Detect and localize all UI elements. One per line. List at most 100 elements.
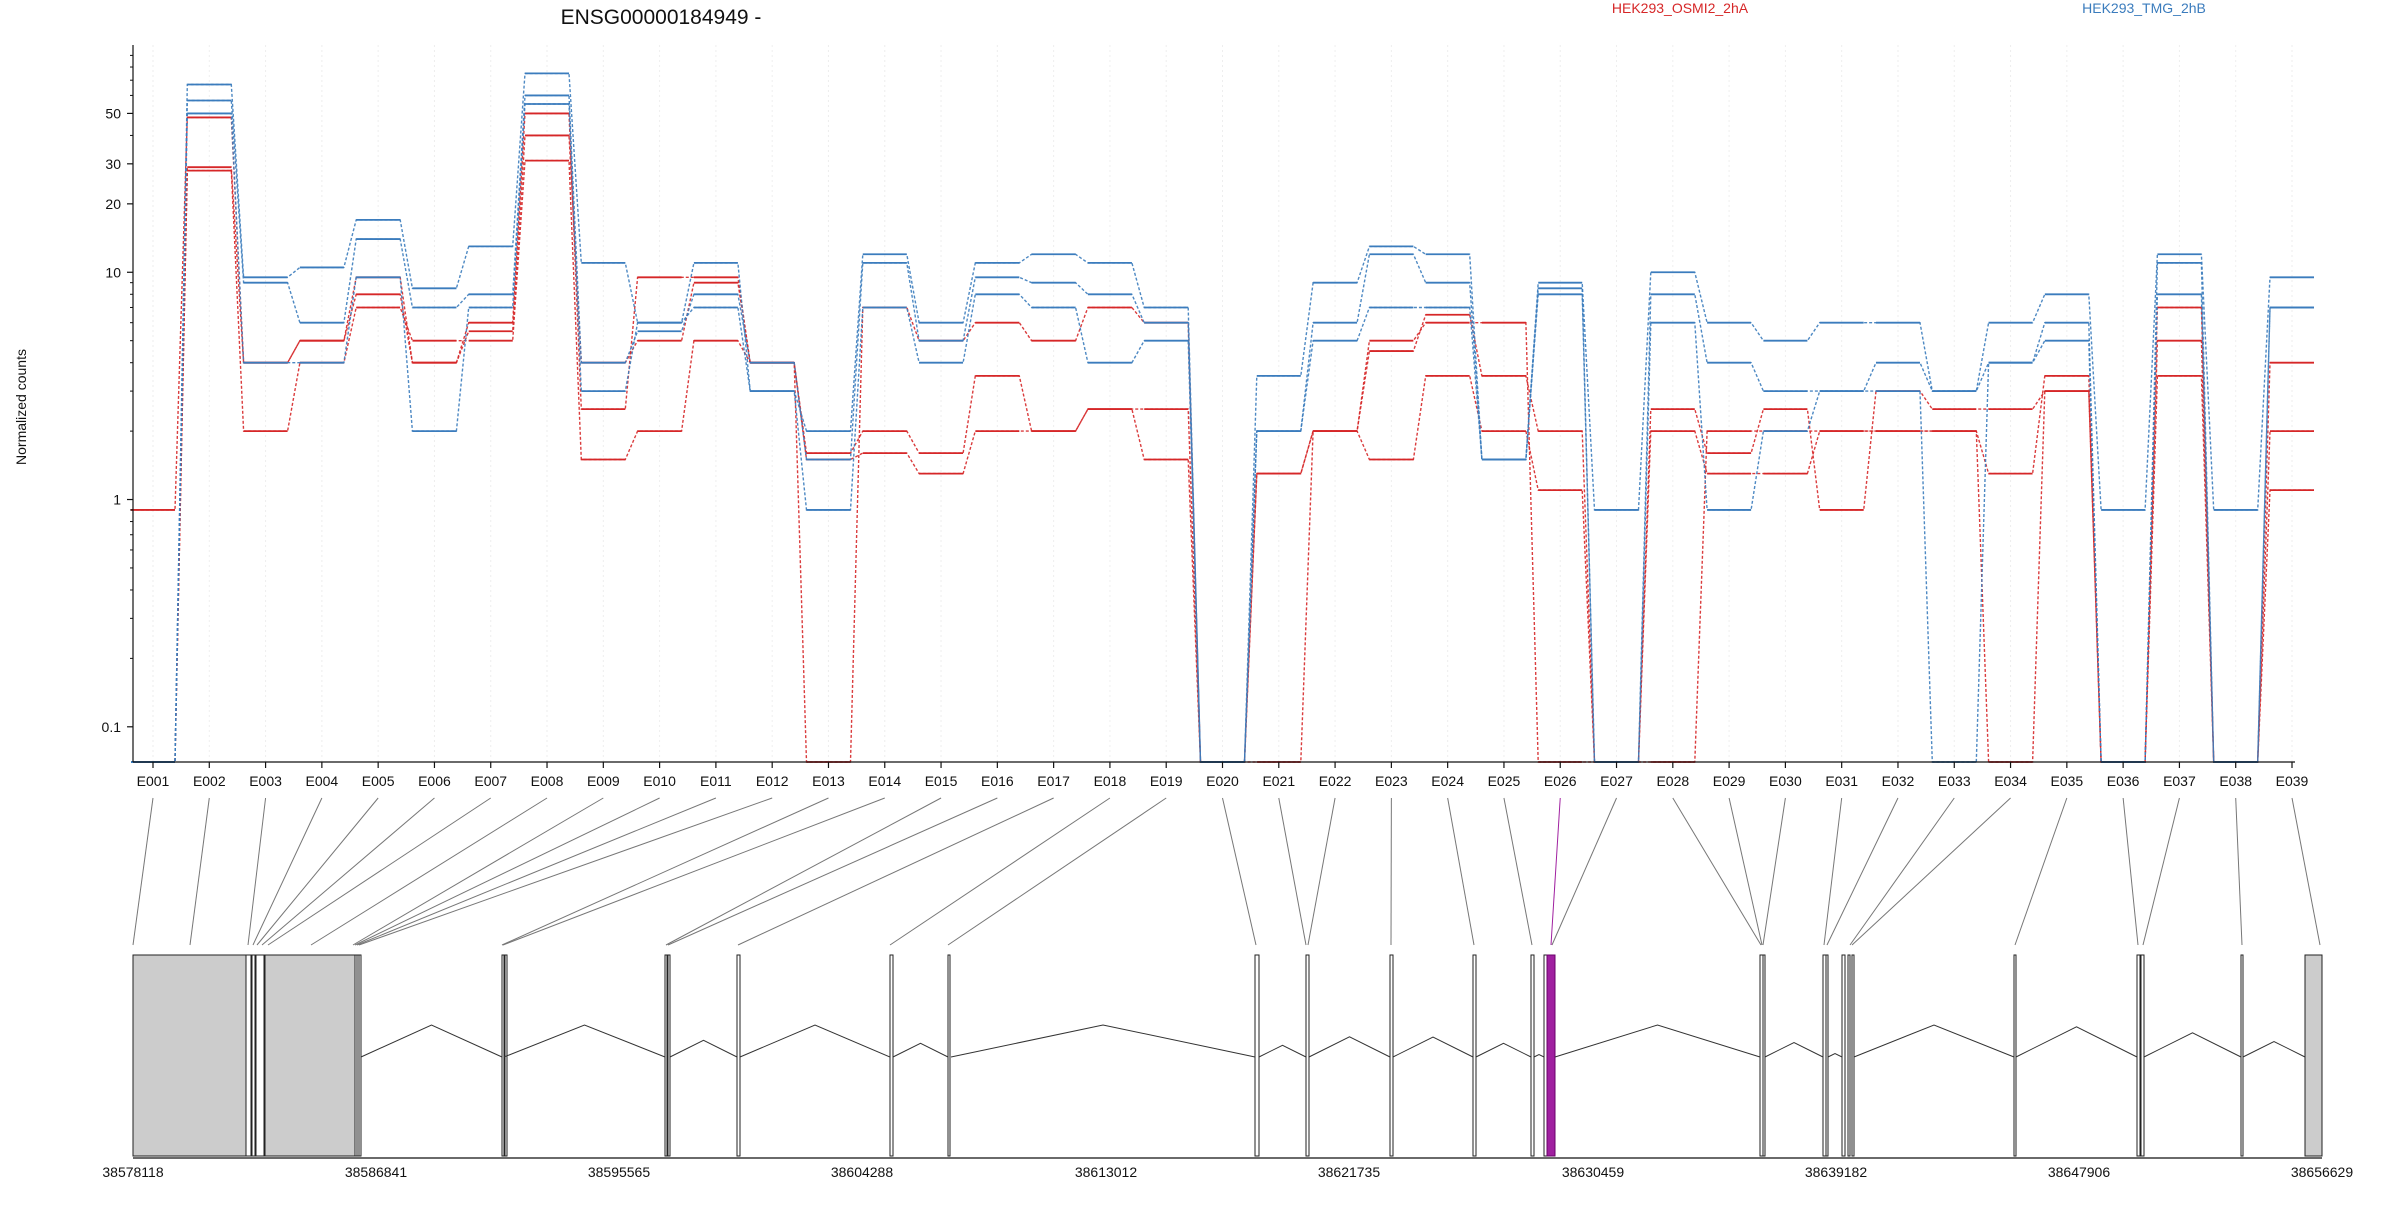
exon-box [256, 955, 264, 1156]
x-tick-label: E020 [1206, 773, 1239, 789]
exon-connector [311, 798, 547, 945]
x-tick-label: E037 [2163, 773, 2196, 789]
intron-line [951, 1025, 1255, 1057]
exon-connector [355, 798, 660, 945]
exon-connector [502, 798, 828, 945]
exon-box [1852, 955, 1854, 1156]
x-tick-label: E006 [418, 773, 451, 789]
x-tick-label: E035 [2050, 773, 2083, 789]
x-tick-label: E017 [1037, 773, 1070, 789]
exon-box [948, 955, 950, 1156]
exon-box [246, 955, 251, 1156]
exon-box [1848, 955, 1850, 1156]
exon-box [665, 955, 667, 1156]
exon-connector [1223, 798, 1257, 945]
exon-box [133, 955, 246, 1156]
exon-box [1531, 955, 1534, 1156]
exon-box [1390, 955, 1393, 1156]
exon-connector [1504, 798, 1532, 945]
exon-connector [133, 798, 153, 945]
y-tick-label: 20 [105, 196, 121, 212]
x-tick-label: E039 [2276, 773, 2309, 789]
exon-connector [1673, 798, 1761, 945]
genomic-tick-label: 38604288 [831, 1164, 894, 1180]
exon-box [1826, 955, 1828, 1156]
intron-line [1765, 1043, 1823, 1058]
exon-box [1763, 955, 1765, 1156]
exon-connector [257, 798, 378, 945]
exon-connectors [133, 798, 2320, 945]
exon-connector [2015, 798, 2067, 945]
exon-connector [948, 798, 1166, 945]
exon-box [2141, 955, 2144, 1156]
y-axis-label: Normalized counts [13, 349, 29, 465]
exon-box [737, 955, 740, 1156]
exon-connector [1852, 798, 2011, 945]
exon-connector [268, 798, 491, 945]
exon-box [890, 955, 893, 1156]
exon-connector [1279, 798, 1306, 945]
x-tick-label: E032 [1882, 773, 1915, 789]
exon-connector [890, 798, 1110, 945]
x-tick-label: E010 [643, 773, 676, 789]
exon-box [1842, 955, 1845, 1156]
exon-box [359, 955, 361, 1156]
exon-connector [1448, 798, 1474, 945]
y-tick-label: 0.1 [102, 719, 122, 735]
y-tick-label: 1 [113, 492, 121, 508]
grid-lines [153, 45, 2292, 762]
x-tick-label: E023 [1375, 773, 1408, 789]
intron-line [740, 1025, 890, 1057]
x-tick-label: E005 [362, 773, 395, 789]
genomic-tick-label: 38639182 [1805, 1164, 1868, 1180]
intron-line [1828, 1054, 1842, 1058]
exon-connector [2236, 798, 2242, 945]
intron-line [1534, 1055, 1544, 1058]
x-tick-label: E007 [474, 773, 507, 789]
x-tick-label: E014 [868, 773, 901, 789]
exon-connector [1552, 798, 1617, 945]
x-tick-label: E009 [587, 773, 620, 789]
exon-box [265, 955, 355, 1156]
genomic-tick-label: 38647906 [2048, 1164, 2111, 1180]
legend-entry-osmi: HEK293_OSMI2_2hA [1612, 0, 1749, 16]
intron-line [1555, 1025, 1760, 1057]
intron-line [670, 1040, 737, 1057]
genomic-tick-label: 38656629 [2291, 1164, 2354, 1180]
exon-connector [357, 798, 716, 945]
x-tick-label: E024 [1431, 773, 1464, 789]
exon-connector [1308, 798, 1335, 945]
x-tick-label: E030 [1769, 773, 1802, 789]
y-tick-label: 10 [105, 264, 121, 280]
exon-connector [666, 798, 941, 945]
exon-box [1473, 955, 1476, 1156]
x-tick-label: E027 [1600, 773, 1633, 789]
x-tick-label: E018 [1094, 773, 1127, 789]
x-tick-label: E022 [1319, 773, 1352, 789]
x-tick-label: E031 [1825, 773, 1858, 789]
exon-connector [1824, 798, 1842, 945]
exon-connector [2123, 798, 2138, 945]
intron-line [2016, 1027, 2137, 1057]
exon-connector [190, 798, 209, 945]
chart-title: ENSG00000184949 - [561, 6, 762, 29]
x-tick-label: E013 [812, 773, 845, 789]
intron-line [361, 1025, 502, 1057]
exon-connector [2143, 798, 2179, 945]
x-tick-label: E002 [193, 773, 226, 789]
exon-box [1306, 955, 1309, 1156]
exon-box [2241, 955, 2243, 1156]
intron-line [1309, 1037, 1390, 1057]
x-tick-label: E033 [1938, 773, 1971, 789]
y-tick-label: 30 [105, 156, 121, 172]
exon-connector [1763, 798, 1785, 945]
genomic-tick-label: 38630459 [1562, 1164, 1625, 1180]
x-tick-label: E021 [1262, 773, 1295, 789]
genomic-tick-label: 38595565 [588, 1164, 651, 1180]
intron-line [504, 1025, 665, 1057]
genomic-tick-label: 38613012 [1075, 1164, 1138, 1180]
x-tick-label: E019 [1150, 773, 1183, 789]
exon-box [2137, 955, 2140, 1156]
exon-box [252, 955, 255, 1156]
